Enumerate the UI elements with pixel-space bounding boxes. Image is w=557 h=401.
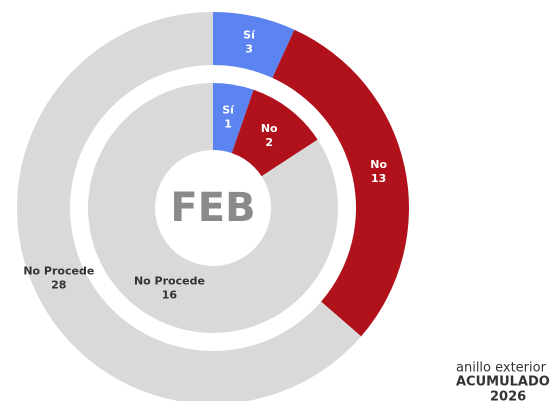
donut-slice bbox=[213, 12, 295, 78]
donut-slice bbox=[272, 29, 409, 337]
slice-value: 3 bbox=[245, 42, 253, 55]
slice-label: No Procede bbox=[23, 264, 94, 277]
slice-value: 2 bbox=[265, 136, 273, 149]
slice-label: No bbox=[370, 158, 387, 171]
slice-label: No bbox=[261, 122, 278, 135]
slice-label: Sí bbox=[222, 104, 235, 117]
slice-value: 1 bbox=[224, 118, 232, 131]
donut-slice bbox=[213, 83, 254, 154]
donut-slice bbox=[88, 83, 339, 333]
slice-value: 28 bbox=[51, 278, 66, 291]
slice-label: No Procede bbox=[134, 274, 205, 287]
slice-value: 13 bbox=[371, 172, 386, 185]
donut-slice bbox=[17, 12, 362, 401]
note-line: 2026 bbox=[490, 390, 526, 401]
note-line: ACUMULADO bbox=[456, 375, 550, 390]
donut-slice bbox=[231, 89, 318, 177]
slice-value: 16 bbox=[162, 288, 178, 301]
slice-label: Sí bbox=[243, 28, 256, 41]
center-label: FEB bbox=[170, 185, 255, 231]
note-line: anillo exterior bbox=[456, 361, 547, 376]
